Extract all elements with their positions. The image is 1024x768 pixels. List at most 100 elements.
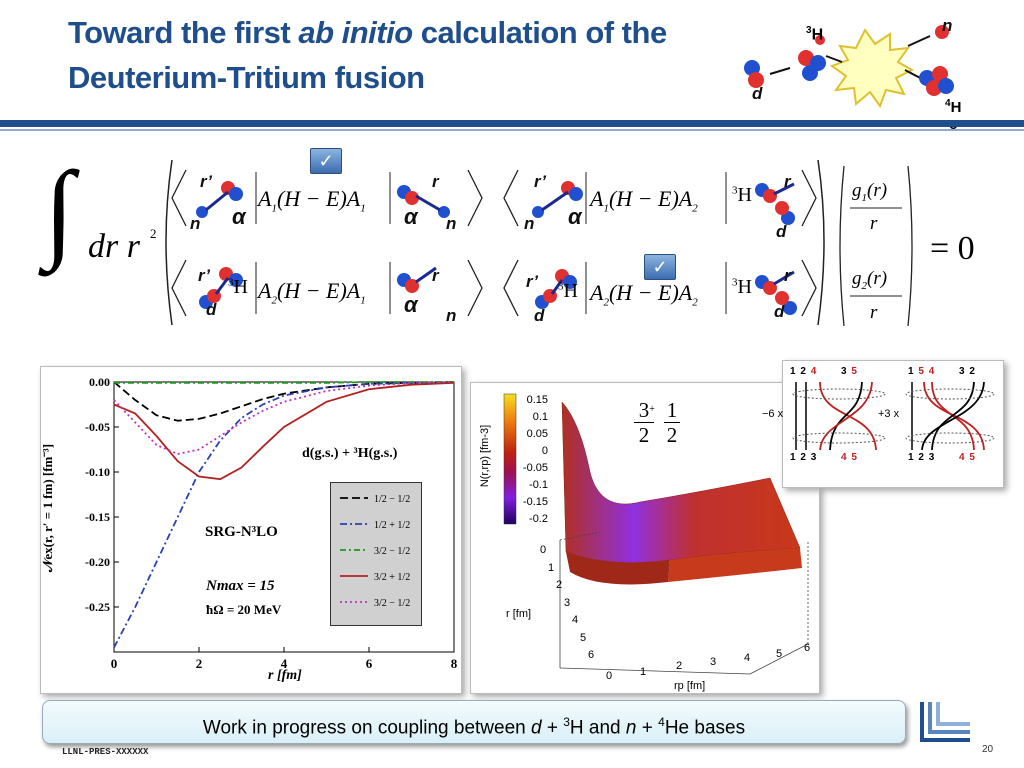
r-label-3: r: [432, 266, 439, 285]
hw-annotation: ħΩ = 20 MeV: [206, 602, 282, 617]
d-label-2: d: [206, 300, 217, 319]
alpha-label-3: α: [568, 204, 582, 229]
llnl-logo: [920, 702, 970, 742]
header-bar: [0, 120, 1024, 127]
method-annotation: SRG-N³LO: [205, 524, 278, 540]
g1-numerator: g1(r): [852, 180, 888, 204]
x-tick-label: 0: [111, 656, 118, 671]
r-axis-label: r [fm]: [506, 608, 532, 620]
series-line-4: [113, 382, 455, 481]
legend-label-3: 3/2 − 1/2: [374, 546, 410, 557]
h3-label-2: 3H: [228, 276, 248, 298]
right-top-labels: 1 5 4 3 2: [908, 366, 975, 377]
matrix-element-11: A1(H − E)A1: [258, 186, 366, 215]
legend-label-5: 3/2 − 1/2: [374, 598, 410, 609]
y-tick-label: -0.15: [85, 510, 110, 524]
x-tick-label: 2: [196, 656, 203, 671]
matrix-element-12: A1(H − E)A2: [590, 186, 698, 215]
h3-label-4: 3H: [732, 276, 752, 298]
h3-label: 3H: [806, 25, 824, 44]
r-prime-label-2: r’: [534, 172, 546, 191]
x-tick-label: 4: [281, 656, 288, 671]
g-vector-brackets: [839, 165, 913, 327]
exchange-diagrams: [792, 381, 995, 451]
matrix-frame: [165, 159, 825, 326]
r-label-4: r: [784, 266, 791, 285]
reaction-diagram: [744, 25, 954, 109]
x-tick-label: 6: [366, 656, 373, 671]
g1-denominator: r: [870, 213, 878, 234]
neutron-out-icon: [935, 25, 949, 39]
channel-annotation: d(g.s.) + ³H(g.s.): [302, 446, 398, 461]
d-label: d: [752, 84, 763, 103]
alpha-label: α: [232, 204, 246, 229]
g2-numerator: g2(r): [852, 268, 888, 292]
page-number: 20: [982, 744, 994, 755]
line-chart: 0 2 4 6 8 0.00 -0.05 -0.10 -0.15 -0.20 -0.25: [85, 375, 458, 671]
nmax-annotation: Nmax = 15: [206, 578, 275, 594]
d-label-3: d: [534, 306, 545, 325]
n-label-4: n: [446, 306, 457, 325]
colorbar: [503, 393, 517, 525]
n-label: n: [942, 16, 953, 35]
y-tick-label: -0.25: [85, 600, 110, 614]
series-line-5: [113, 381, 455, 455]
right-factor: +3 x: [878, 408, 900, 420]
right-bottom-labels: 1 2 3 4 5: [908, 452, 975, 463]
series-line-3: [114, 381, 454, 384]
check-icon-2: ✓: [644, 254, 676, 280]
matrix-element-22: A2(H − E)A2: [590, 280, 698, 309]
integral-sign: ∫: [44, 149, 75, 271]
footer-code: LLNL-PRES-XXXXXX: [62, 747, 149, 757]
work-in-progress-banner: Work in progress on coupling between d +…: [42, 700, 906, 744]
j-fraction: 3 +2: [634, 398, 655, 447]
title-italic: ab initio: [298, 15, 413, 50]
he4-label: 4He: [945, 98, 962, 133]
title-line-2: Deuterium-Tritium fusion: [68, 60, 425, 95]
legend-label-2: 1/2 + 1/2: [374, 520, 410, 531]
diagram-right: [905, 381, 995, 451]
alpha-label-4: α: [404, 292, 418, 317]
h3-label-3: 3H: [558, 280, 578, 302]
n-label-1: n: [190, 214, 201, 233]
d-label-4: d: [774, 302, 785, 321]
y-tick-label: -0.20: [85, 555, 110, 569]
r-prime-label-3: r’: [198, 266, 210, 285]
r-prime-label-4: r’: [526, 272, 538, 291]
left-top-labels: 1 2 4 3 5: [790, 366, 857, 377]
dr-r: dr r: [88, 228, 140, 265]
check-icon-1: ✓: [310, 148, 342, 174]
d-label-1: d: [776, 222, 787, 241]
series-line-2: [113, 381, 455, 648]
x-axis-label: r [fm]: [268, 668, 302, 683]
x-tick-label: 8: [451, 656, 458, 671]
left-bottom-labels: 1 2 3 4 5: [790, 452, 857, 463]
y-tick-label: -0.10: [85, 465, 110, 479]
rp-axis-label: rp [fm]: [674, 680, 706, 692]
surface-mesh: [561, 401, 801, 563]
matrix-element-21: A2(H − E)A1: [258, 278, 366, 307]
g2-denominator: r: [870, 302, 878, 323]
slide-title: Toward the first ab initio calculation o…: [68, 10, 748, 100]
cluster-r1c1-left: [196, 181, 243, 218]
title-text-2: calculation of the: [412, 15, 667, 50]
legend-label-4: 3/2 + 1/2: [374, 572, 410, 583]
r-label: r: [432, 172, 439, 191]
header-bar-thin: [0, 129, 1024, 131]
r-label-2: r: [784, 172, 791, 191]
proton-icon: [815, 35, 825, 45]
exchange-diagrams-panel: [782, 360, 1004, 488]
title-text: Toward the first: [68, 15, 299, 50]
legend-label-1: 1/2 − 1/2: [374, 494, 410, 505]
colorbar-label: N(r,rp) [fm-3]: [479, 424, 491, 488]
left-factor: −6 x: [762, 408, 784, 420]
alpha-label-2: α: [404, 204, 418, 229]
surface-plot: [503, 393, 809, 675]
colorbar-ticks: 0.15 0.1 0.05 0 -0.05 -0.1 -0.15 -0.2: [522, 394, 548, 525]
y-tick-label: 0.00: [89, 375, 110, 389]
exponent-2: 2: [150, 226, 157, 241]
y-tick-label: -0.05: [85, 420, 110, 434]
y-axis-label: 𝒩ex(r, r′ = 1 fm) [fm⁻³]: [40, 443, 55, 573]
n-label-3: n: [524, 214, 535, 233]
